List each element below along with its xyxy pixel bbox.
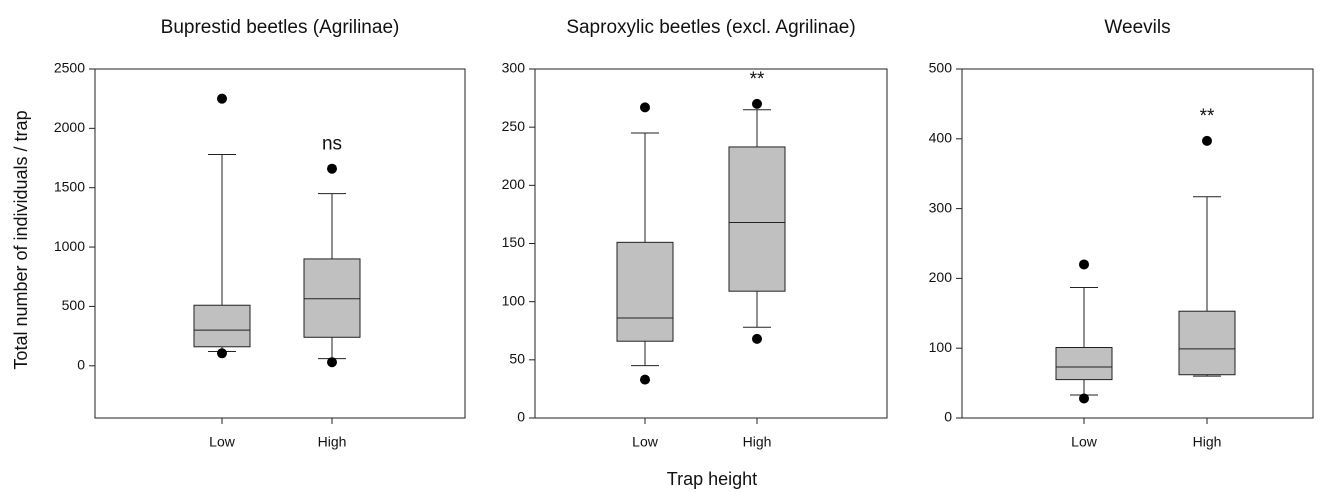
plot-frame [94,68,466,419]
box [616,241,674,342]
y-tick-label: 2500 [54,60,85,76]
box [1178,310,1236,376]
annotation: ** [1200,106,1215,127]
x-axis-label: Trap height [667,469,757,489]
outlier [640,374,650,385]
y-tick-label: 100 [929,339,953,355]
x-tick-label: High [743,434,772,450]
x-tick-label: Low [632,434,659,450]
outlier [1079,393,1089,404]
x-tick-label: High [318,434,347,450]
outlier [327,163,337,174]
y-tick-label: 1500 [54,178,85,194]
y-tick-label: 150 [502,234,526,250]
annotation: ** [750,69,765,90]
box [303,258,361,338]
chart-title: Buprestid beetles (Agrilinae) [161,17,400,38]
x-tick-label: High [1193,434,1222,450]
outlier [1202,135,1212,146]
outlier [217,93,227,104]
outlier [327,357,337,368]
outlier [752,333,762,344]
y-tick-label: 0 [77,356,85,372]
y-tick-label: 300 [502,60,526,76]
outlier [217,348,227,359]
y-tick-label: 400 [929,130,953,146]
x-tick-label: Low [1071,434,1098,450]
x-tick-label: Low [209,434,236,450]
outlier [1079,259,1089,270]
plot-frame [961,68,1314,419]
y-tick-label: 500 [929,60,953,76]
box [193,304,251,348]
y-tick-label: 200 [929,269,953,285]
annotation: ns [322,134,342,155]
y-tick-label: 250 [502,118,526,134]
outlier [752,98,762,109]
y-axis-label: Total number of individuals / trap [11,110,31,369]
y-tick-label: 0 [517,409,525,425]
y-tick-label: 50 [509,351,525,367]
y-tick-label: 2000 [54,119,85,135]
chart-title: Weevils [1104,17,1170,38]
y-tick-label: 1000 [54,238,85,254]
box [728,146,786,292]
y-tick-label: 300 [929,199,953,215]
outlier [640,102,650,113]
chart-title: Saproxylic beetles (excl. Agrilinae) [566,17,855,38]
box [1055,347,1113,381]
y-tick-label: 200 [502,176,526,192]
y-tick-label: 500 [62,297,86,313]
y-tick-label: 0 [944,409,952,425]
y-tick-label: 100 [502,292,526,308]
plot-frame [534,68,888,419]
